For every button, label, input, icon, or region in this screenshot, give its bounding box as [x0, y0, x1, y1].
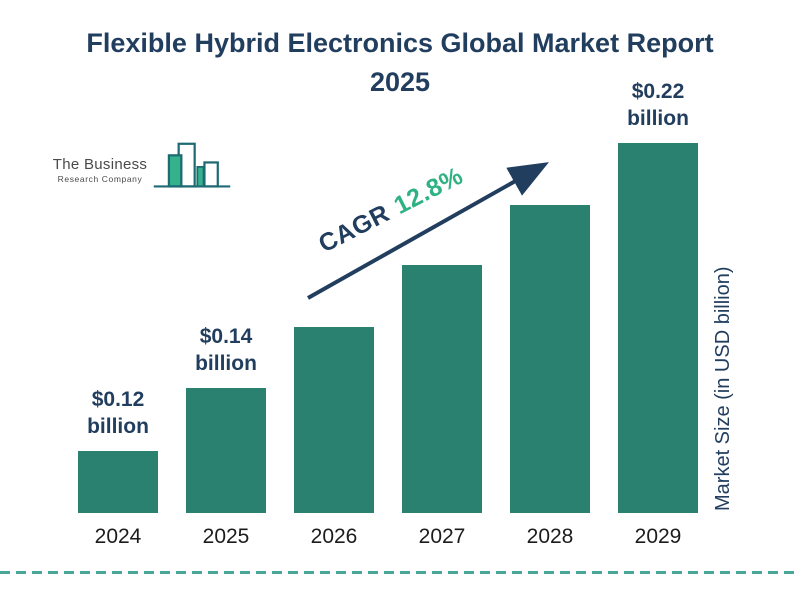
cagr-growth-arrow-icon	[307, 162, 549, 300]
bar-group-2024: $0.12 billion 2024	[78, 0, 158, 548]
bar-2028	[510, 205, 590, 513]
bar-2029	[618, 143, 698, 513]
x-tick-label-2024: 2024	[94, 525, 142, 548]
bar-2027	[402, 265, 482, 513]
bar-2024	[78, 451, 158, 513]
x-tick-label-2029: 2029	[634, 525, 682, 548]
bar-value-label-2024: $0.12 billion	[87, 387, 149, 439]
x-tick-label-2025: 2025	[202, 525, 250, 548]
bar-group-2028: 2028	[510, 0, 590, 548]
company-logo: The Business Research Company	[44, 136, 232, 198]
logo-name-line1: The Business	[52, 156, 148, 173]
x-tick-label-2028: 2028	[526, 525, 574, 548]
x-tick-label-2027: 2027	[418, 525, 466, 548]
bar-group-2025: $0.14 billion 2025	[186, 0, 266, 548]
x-tick-label-2026: 2026	[310, 525, 358, 548]
bar-value-label-2029: $0.22 billion	[627, 79, 689, 131]
chart-title: Flexible Hybrid Electronics Global Marke…	[86, 28, 714, 98]
bottom-dashed-divider	[0, 571, 800, 574]
bar-chart: $0.12 billion 2024 $0.14 billion 2025 2026 2027…	[78, 0, 698, 548]
bar-group-2029: $0.22 billion 2029	[618, 0, 698, 548]
bar-2026	[294, 327, 374, 513]
bar-value-label-2025: $0.14 billion	[195, 324, 257, 376]
bar-group-2027: 2027	[402, 0, 482, 548]
logo-name-line2: Research Company	[57, 174, 143, 184]
company-logo-text: The Business Research Company	[44, 156, 156, 184]
bar-2025	[186, 388, 266, 513]
bar-group-2026: 2026	[294, 0, 374, 548]
y-axis-label: Market Size (in USD billion)	[712, 266, 734, 512]
logo-bar-chart-icon	[153, 142, 231, 188]
